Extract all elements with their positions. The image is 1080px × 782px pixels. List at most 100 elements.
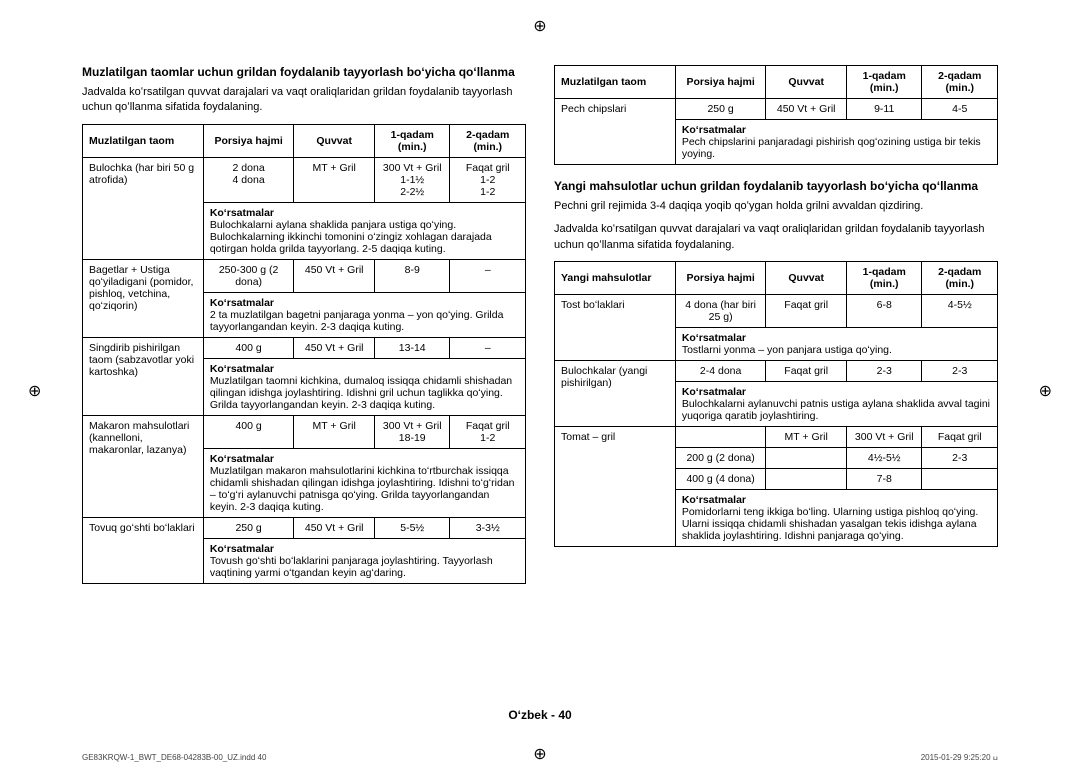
cell: 4-5 <box>922 99 998 120</box>
cell: 2-3 <box>922 361 998 382</box>
cell: 200 g (2 dona) <box>675 448 766 469</box>
th-power: Quvvat <box>766 262 847 295</box>
imprint-line: GE83KRQW-1_BWT_DE68-04283B-00_UZ.indd 40… <box>82 753 998 762</box>
cell: 7-8 <box>846 469 922 490</box>
cell: MT + Gril <box>294 415 375 448</box>
instruction-cell: Koʻrsatmalar 2 ta muzlatilgan bagetni pa… <box>203 292 525 337</box>
cell: 300 Vt + Gril <box>846 427 922 448</box>
table-header-row: Yangi mahsulotlar Porsiya hajmi Quvvat 1… <box>555 262 998 295</box>
cell: Faqat gril 1-2 1-2 <box>450 157 526 202</box>
instruction-cell: Koʻrsatmalar Tovush goʻshti boʻlaklarini… <box>203 538 525 583</box>
cell: 6-8 <box>846 295 922 328</box>
th-step2: 2-qadam (min.) <box>922 66 998 99</box>
right-bottom-table: Yangi mahsulotlar Porsiya hajmi Quvvat 1… <box>554 261 998 547</box>
table-row: Pech chipslari 250 g 450 Vt + Gril 9-11 … <box>555 99 998 120</box>
instruction-cell: Koʻrsatmalar Bulochkalarni aylana shakli… <box>203 202 525 259</box>
cell: 2-3 <box>846 361 922 382</box>
th-step1: 1-qadam (min.) <box>374 124 450 157</box>
cell: Faqat gril <box>766 295 847 328</box>
imprint-right: 2015-01-29 ߎ 9:25:20 <box>921 753 998 762</box>
instruction-cell: Koʻrsatmalar Pomidorlarni teng ikkiga bo… <box>675 490 997 547</box>
th-power: Quvvat <box>766 66 847 99</box>
cell: Faqat gril 1-2 <box>450 415 526 448</box>
cell: 450 Vt + Gril <box>294 517 375 538</box>
table-header-row: Muzlatilgan taom Porsiya hajmi Quvvat 1-… <box>555 66 998 99</box>
instruction-cell: Koʻrsatmalar Muzlatilgan makaron mahsulo… <box>203 448 525 517</box>
food-label: Pech chipslari <box>555 99 676 165</box>
food-label: Bulochka (har biri 50 g atrofida) <box>83 157 204 259</box>
registration-mark-right: ⊕ <box>1039 381 1052 401</box>
food-label: Tomat – gril <box>555 427 676 547</box>
cell: 250-300 g (2 dona) <box>203 259 294 292</box>
cell: – <box>450 259 526 292</box>
cell: 400 g <box>203 337 294 358</box>
th-food: Muzlatilgan taom <box>83 124 204 157</box>
th-portion: Porsiya hajmi <box>675 66 766 99</box>
cell: Faqat gril <box>922 427 998 448</box>
th-power: Quvvat <box>294 124 375 157</box>
cell: 4½-5½ <box>846 448 922 469</box>
cell: 2-4 dona <box>675 361 766 382</box>
cell: – <box>450 337 526 358</box>
instruction-cell: Koʻrsatmalar Pech chipslarini panjaradag… <box>675 120 997 165</box>
cell: 4-5½ <box>922 295 998 328</box>
table-row: Tost boʻlaklari 4 dona (har biri 25 g) F… <box>555 295 998 328</box>
instruction-cell: Koʻrsatmalar Bulochkalarni aylanuvchi pa… <box>675 382 997 427</box>
food-label: Bulochkalar (yangi pishirilgan) <box>555 361 676 427</box>
table-row: Tovuq goʻshti boʻlaklari 250 g 450 Vt + … <box>83 517 526 538</box>
table-row: Bulochka (har biri 50 g atrofida) 2 dona… <box>83 157 526 202</box>
cell: 2 dona 4 dona <box>203 157 294 202</box>
th-portion: Porsiya hajmi <box>203 124 294 157</box>
food-label: Bagetlar + Ustiga qoʻyiladigani (pomidor… <box>83 259 204 337</box>
cell: 13-14 <box>374 337 450 358</box>
table-row: Bulochkalar (yangi pishirilgan) 2-4 dona… <box>555 361 998 382</box>
th-portion: Porsiya hajmi <box>675 262 766 295</box>
th-step2: 2-qadam (min.) <box>922 262 998 295</box>
table-row: Singdirib pishirilgan taom (sabzavotlar … <box>83 337 526 358</box>
right-section-title: Yangi mahsulotlar uchun grildan foydalan… <box>554 179 998 193</box>
page-content: Muzlatilgan taomlar uchun grildan foydal… <box>0 0 1080 584</box>
th-step1: 1-qadam (min.) <box>846 66 922 99</box>
cell: MT + Gril <box>294 157 375 202</box>
instruction-cell: Koʻrsatmalar Tostlarni yonma – yon panja… <box>675 328 997 361</box>
left-table: Muzlatilgan taom Porsiya hajmi Quvvat 1-… <box>82 124 526 584</box>
cell: 300 Vt + Gril 1-1½ 2-2½ <box>374 157 450 202</box>
th-food: Yangi mahsulotlar <box>555 262 676 295</box>
cell: 450 Vt + Gril <box>766 99 847 120</box>
left-section-title: Muzlatilgan taomlar uchun grildan foydal… <box>82 65 526 79</box>
cell: MT + Gril <box>766 427 847 448</box>
th-step1: 1-qadam (min.) <box>846 262 922 295</box>
cell <box>922 469 998 490</box>
right-column: Muzlatilgan taom Porsiya hajmi Quvvat 1-… <box>554 65 998 584</box>
right-top-table: Muzlatilgan taom Porsiya hajmi Quvvat 1-… <box>554 65 998 165</box>
cell: 250 g <box>203 517 294 538</box>
right-section-intro1: Pechni gril rejimida 3-4 daqiqa yoqib qo… <box>554 199 998 214</box>
cell <box>675 427 766 448</box>
food-label: Tovuq goʻshti boʻlaklari <box>83 517 204 583</box>
cell: 8-9 <box>374 259 450 292</box>
registration-mark-left: ⊕ <box>28 381 41 401</box>
cell <box>766 448 847 469</box>
food-label: Makaron mahsulotlari (kannelloni, makaro… <box>83 415 204 517</box>
page-footer: Oʻzbek - 40 <box>0 708 1080 722</box>
table-row: Bagetlar + Ustiga qoʻyiladigani (pomidor… <box>83 259 526 292</box>
right-section-intro2: Jadvalda koʻrsatilgan quvvat darajalari … <box>554 222 998 253</box>
table-header-row: Muzlatilgan taom Porsiya hajmi Quvvat 1-… <box>83 124 526 157</box>
cell <box>766 469 847 490</box>
imprint-left: GE83KRQW-1_BWT_DE68-04283B-00_UZ.indd 40 <box>82 753 266 762</box>
food-label: Singdirib pishirilgan taom (sabzavotlar … <box>83 337 204 415</box>
table-row: Makaron mahsulotlari (kannelloni, makaro… <box>83 415 526 448</box>
cell: 250 g <box>675 99 766 120</box>
cell: Faqat gril <box>766 361 847 382</box>
food-label: Tost boʻlaklari <box>555 295 676 361</box>
cell: 2-3 <box>922 448 998 469</box>
left-column: Muzlatilgan taomlar uchun grildan foydal… <box>82 65 526 584</box>
th-food: Muzlatilgan taom <box>555 66 676 99</box>
cell: 5-5½ <box>374 517 450 538</box>
table-row: Tomat – gril MT + Gril 300 Vt + Gril Faq… <box>555 427 998 448</box>
registration-mark-top: ⊕ <box>533 16 546 36</box>
cell: 300 Vt + Gril 18-19 <box>374 415 450 448</box>
cell: 450 Vt + Gril <box>294 337 375 358</box>
cell: 450 Vt + Gril <box>294 259 375 292</box>
cell: 400 g (4 dona) <box>675 469 766 490</box>
